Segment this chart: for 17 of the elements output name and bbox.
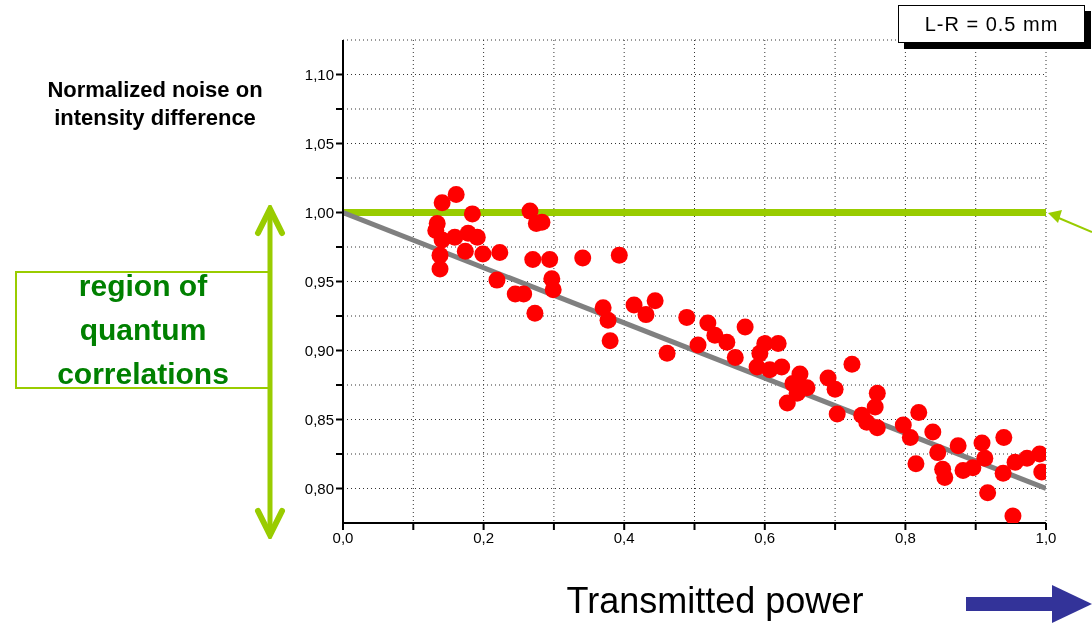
y-tick-label: 1,05 — [304, 134, 334, 152]
y-tick-label: 1,00 — [304, 203, 334, 221]
text: region of quantum correlations — [15, 269, 271, 390]
y-tick-label: 1,10 — [304, 65, 334, 83]
y-tick-label: 0,90 — [304, 341, 334, 359]
x-tick-label: 1,0 — [1035, 528, 1057, 546]
y-axis-title: Normalized noise on intensity difference — [46, 76, 264, 132]
x-tick-label: 0,8 — [894, 528, 916, 546]
y-tick-label: 0,85 — [304, 410, 334, 428]
y-tick-label: 0,95 — [304, 272, 334, 290]
x-tick-label: 0,2 — [473, 528, 495, 546]
x-tick-label: 0,4 — [613, 528, 635, 546]
x-tick-label: 0,0 — [332, 528, 354, 546]
x-axis-title: Transmitted power — [565, 580, 865, 622]
text: L-R = 0.5 mm — [898, 5, 1085, 43]
y-tick-label: 0,80 — [304, 479, 334, 497]
x-tick-label: 0,6 — [754, 528, 776, 546]
